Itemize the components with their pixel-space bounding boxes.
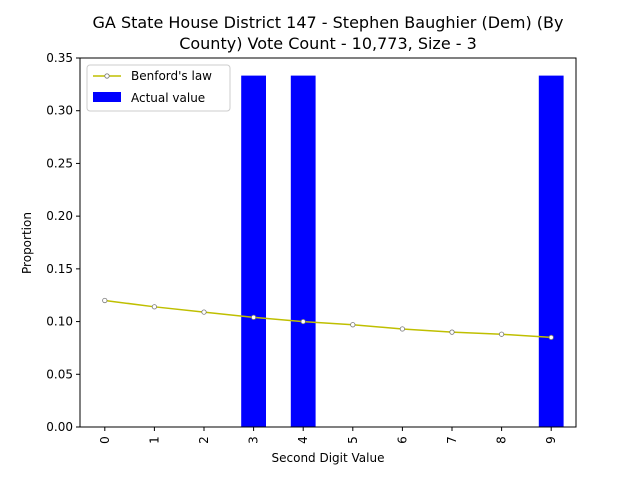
benford-point-4 <box>300 318 306 325</box>
x-axis-label: Second Digit Value <box>272 451 385 465</box>
x-tick-label-3: 3 <box>247 436 261 444</box>
x-tick-label-5: 5 <box>346 436 360 444</box>
y-axis-label: Proportion <box>20 212 34 274</box>
legend-label-benford: Benford's law <box>131 69 212 83</box>
benford-point-9 <box>548 334 554 340</box>
y-tick-label-0.30: 0.30 <box>46 104 73 118</box>
x-tick-label-1: 1 <box>147 436 161 444</box>
benford-point-2 <box>201 309 207 315</box>
legend-bar-swatch <box>93 92 121 102</box>
legend-frame <box>86 64 231 112</box>
benford-point-0 <box>102 297 108 304</box>
x-tick-label-7: 7 <box>445 436 459 444</box>
benford-point-3 <box>251 314 257 320</box>
bar-4 <box>290 75 316 428</box>
x-tick-label-2: 2 <box>197 436 211 444</box>
y-tick-label-0.20: 0.20 <box>46 209 73 223</box>
benford-point-7 <box>449 329 455 335</box>
chart-title-line-2: County) Vote Count - 10,773, Size - 3 <box>179 34 477 53</box>
x-tick-label-4: 4 <box>296 436 310 444</box>
legend-line-marker <box>104 73 110 79</box>
y-tick-label-0.05: 0.05 <box>46 367 73 381</box>
chart-title-line-1: GA State House District 147 - Stephen Ba… <box>93 13 564 32</box>
legend: Benford's law Actual value <box>86 64 231 112</box>
x-tick-label-9: 9 <box>544 436 558 444</box>
benford-point-6 <box>399 326 405 332</box>
benford-line <box>104 299 552 339</box>
x-tick-label-0: 0 <box>98 436 112 444</box>
bar-3 <box>241 75 266 428</box>
x-tick-label-8: 8 <box>495 436 509 444</box>
plot-frame <box>79 57 577 428</box>
y-tick-label-0.15: 0.15 <box>46 262 73 276</box>
plot-area: 0.00 0.05 0.10 0.15 0.20 0.25 0.30 0.35 0 1 2 3 4 5 6 7… <box>46 51 577 444</box>
x-tick-label-6: 6 <box>395 436 409 444</box>
y-tick-label-0.00: 0.00 <box>46 420 73 434</box>
y-tick-label-0.25: 0.25 <box>46 156 73 170</box>
benford-point-8 <box>498 331 505 337</box>
bar-9 <box>538 75 564 428</box>
legend-label-actual: Actual value <box>131 91 205 105</box>
y-tick-label-0.35: 0.35 <box>46 51 73 65</box>
benford-point-5 <box>350 322 356 328</box>
benford-point-1 <box>151 304 157 310</box>
y-tick-label-0.10: 0.10 <box>46 315 73 329</box>
